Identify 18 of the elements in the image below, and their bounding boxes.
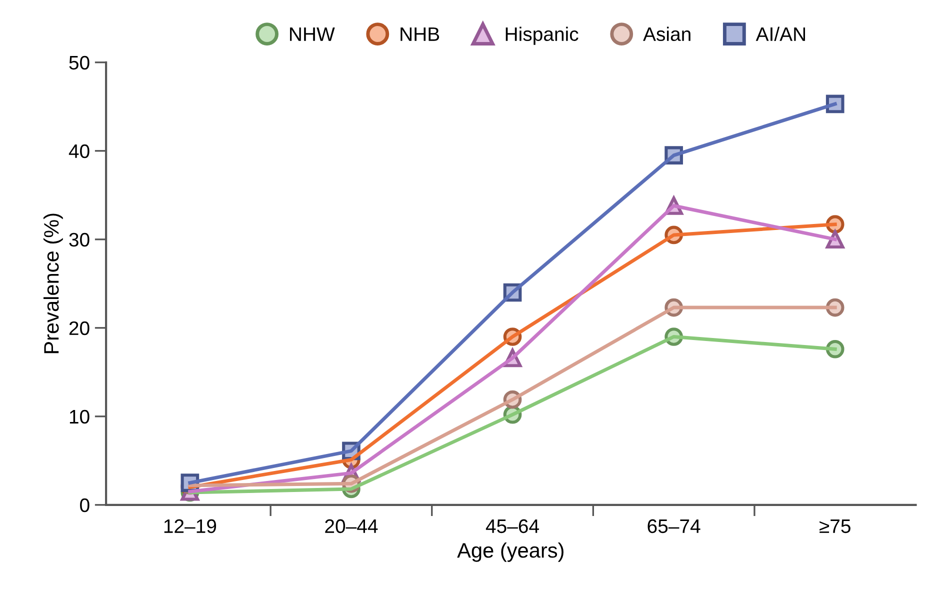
x-tick-label: 45–64 <box>486 519 539 534</box>
y-tick-label: 0 <box>80 498 90 512</box>
legend-label: NHW <box>290 27 335 41</box>
y-axis-title: Prevalence (%) <box>43 214 63 354</box>
x-tick-label: 12–19 <box>164 519 216 534</box>
y-tick-label: 10 <box>70 410 90 424</box>
y-tick-label: 40 <box>68 144 90 158</box>
legend-label: Asian <box>643 26 690 42</box>
x-tick-label: 65–74 <box>648 519 700 534</box>
y-tick-label: 30 <box>69 232 90 247</box>
y-tick-label: 50 <box>69 56 90 70</box>
x-tick-label: ≥75 <box>820 520 850 534</box>
legend-label: AI/AN <box>756 26 806 42</box>
x-axis-title: Age (years) <box>457 542 564 562</box>
legend-label: Hispanic <box>506 26 578 45</box>
y-tick-label: 20 <box>69 321 90 336</box>
legend-label: NHB <box>400 27 440 41</box>
x-tick-label: 20–44 <box>325 519 378 534</box>
